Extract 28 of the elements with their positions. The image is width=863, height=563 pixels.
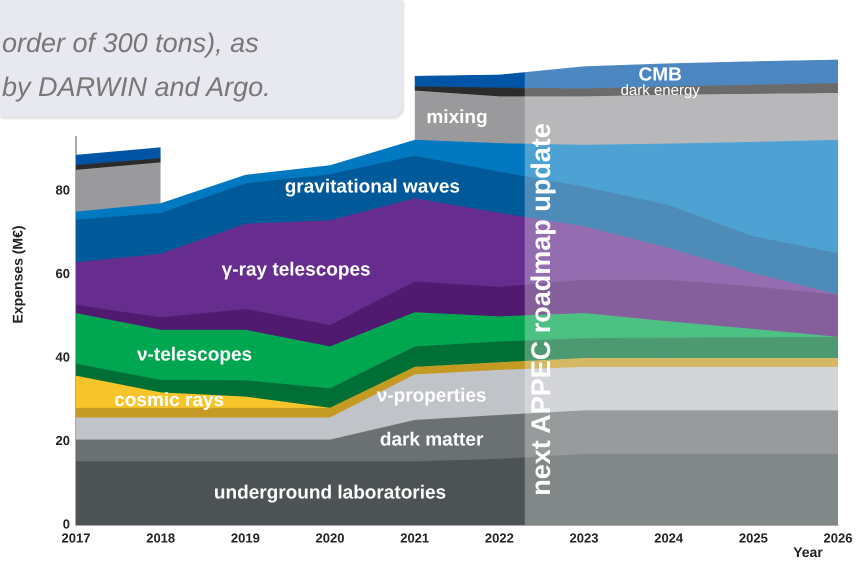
x-tick-label: 2018 (146, 530, 176, 546)
y-tick-label: 20 (56, 433, 70, 448)
series-label: dark matter (380, 429, 484, 450)
text-box: order of 300 tons), as by DARWIN and Argo. (0, 0, 405, 136)
y-axis-title: Expenses (M€) (9, 225, 26, 324)
y-tick-label: 60 (56, 266, 70, 282)
y-tick-label: 0 (62, 516, 70, 532)
x-axis-title: Year (793, 544, 824, 560)
x-tick-label: 2021 (400, 530, 430, 546)
x-tick-label: 2024 (654, 530, 684, 546)
x-tick-label: 2017 (62, 530, 90, 546)
x-tick-label: 2026 (824, 530, 852, 546)
series-label: γ-ray telescopes (222, 260, 371, 281)
series-label: cosmic rays (114, 390, 224, 411)
x-tick-label: 2022 (484, 530, 514, 546)
series-label: underground laboratories (214, 482, 446, 504)
annotation: order of 300 tons), as (2, 28, 259, 59)
series-label: ν-properties (376, 386, 487, 407)
x-tick-label: 2019 (230, 530, 260, 546)
y-tick-label: 40 (56, 350, 70, 365)
annotation: by DARWIN and Argo. (2, 72, 271, 103)
x-tick-label: 2020 (316, 530, 344, 546)
x-tick-label: 2023 (570, 530, 598, 546)
series-label: ν-telescopes (136, 344, 252, 366)
series-label: mixing (426, 106, 488, 128)
series-label: gravitational waves (284, 176, 460, 198)
y-tick-label: 80 (56, 182, 70, 198)
x-tick-label: 2025 (738, 530, 768, 546)
